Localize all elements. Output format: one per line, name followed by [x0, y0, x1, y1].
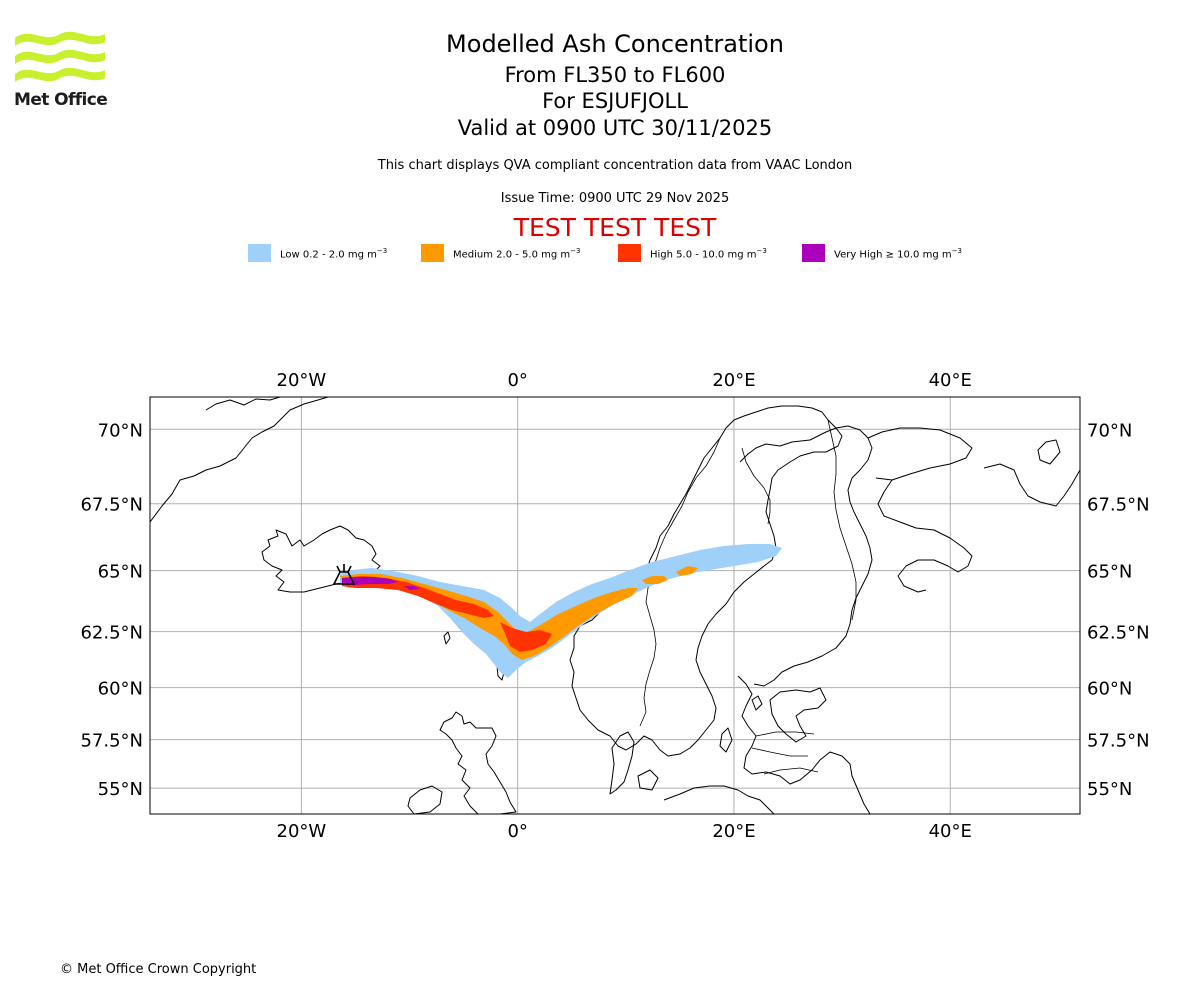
map-graticule [150, 397, 1080, 814]
legend-label-high: High 5.0 - 10.0 mg m [650, 249, 757, 261]
lat-tick-label-right-0: 70°N [1087, 420, 1132, 441]
test-banner: TEST TEST TEST [513, 213, 717, 242]
lat-tick-label-right-1: 67.5°N [1087, 495, 1150, 516]
lat-tick-label-right-2: 65°N [1087, 562, 1132, 583]
lon-tick-label-bottom-0: 20°W [277, 821, 327, 842]
legend-unit-medium: −3 [570, 247, 581, 255]
lat-tick-label-left-6: 55°N [98, 779, 143, 800]
legend-unit-high: −3 [756, 247, 767, 255]
coastline-gotland [719, 727, 733, 753]
coastline-scandinavia [569, 405, 843, 757]
legend-unit-very-high: −3 [951, 247, 962, 255]
coastline-kola [867, 427, 973, 593]
lat-tick-label-left-0: 70°N [98, 420, 143, 441]
border-sweden-finland [741, 447, 771, 525]
coastline-denmark [609, 731, 635, 795]
coastline-greenland [150, 397, 329, 523]
coastline-faroe [443, 631, 451, 645]
coastline-greenland-north [205, 397, 281, 411]
legend-unit-low: −3 [376, 247, 388, 255]
legend-label-medium: Medium 2.0 - 5.0 mg m [453, 249, 571, 261]
border-finland-russia [827, 419, 857, 621]
legend-swatch-very-high [802, 244, 825, 262]
legend-swatch-low [248, 244, 271, 262]
valid-time: Valid at 0900 UTC 30/11/2025 [457, 116, 773, 140]
lat-tick-label-left-5: 57.5°N [80, 731, 143, 752]
border-baltic-states [751, 731, 819, 775]
lon-tick-label-bottom-2: 20°E [712, 821, 755, 842]
map-frame [149, 396, 1081, 815]
ash-low-region [340, 544, 782, 678]
coastline-arctic-russia [983, 463, 1080, 507]
lon-tick-label-bottom-1: 0° [507, 821, 527, 842]
coastline-baltic-poland [663, 785, 775, 814]
legend-swatch-medium [421, 244, 444, 262]
flight-level-range: From FL350 to FL600 [504, 63, 726, 87]
lon-tick-label-bottom-3: 40°E [929, 821, 972, 842]
met-office-wave-logo-icon [15, 31, 105, 82]
coastline-finland-russia [739, 425, 873, 687]
ash-very-high-region [342, 577, 420, 590]
logo-text: Met Office [14, 90, 108, 110]
lat-tick-label-left-2: 65°N [98, 562, 143, 583]
lat-tick-label-left-3: 62.5°N [80, 623, 143, 644]
legend-label-low: Low 0.2 - 2.0 mg m [280, 249, 377, 261]
lon-tick-label-top-0: 20°W [277, 370, 327, 391]
lon-tick-label-top-3: 40°E [929, 370, 972, 391]
coastline-iceland [261, 525, 381, 593]
lat-tick-label-right-6: 55°N [1087, 779, 1132, 800]
coastline-zealand [637, 769, 659, 791]
lon-tick-label-top-1: 0° [507, 370, 527, 391]
legend-swatch-high [618, 244, 641, 262]
legend-label-very-high: Very High ≥ 10.0 mg m [834, 249, 952, 261]
lat-tick-label-right-5: 57.5°N [1087, 731, 1150, 752]
lat-tick-label-left-4: 60°N [98, 679, 143, 700]
lat-tick-label-right-4: 60°N [1087, 679, 1132, 700]
coastline-aland [751, 695, 763, 711]
coastline-kolguev [1037, 439, 1061, 465]
coastline-baltic-south [737, 675, 871, 814]
met-office-logo: Met Office [14, 28, 110, 112]
lon-tick-label-top-2: 20°E [712, 370, 755, 391]
lat-tick-label-left-1: 67.5°N [80, 495, 143, 516]
axis-tick-labels: 20°W 20°W 0° 0° 20°E 20°E 40°E 40°E 70°N 70°N 67.5… [80, 370, 1149, 842]
coastline-britain [439, 711, 517, 814]
volcano-name: For ESJUFJOLL [542, 89, 688, 113]
coastline-baltic-east [769, 687, 827, 743]
ash-medium-patch-east [642, 566, 698, 584]
volcano-icon [332, 564, 356, 585]
chart-title: Modelled Ash Concentration [446, 30, 784, 58]
coastline-ireland [407, 785, 443, 814]
copyright-notice: © Met Office Crown Copyright [60, 962, 257, 977]
coastlines [150, 397, 1080, 814]
ash-plume [340, 544, 782, 678]
lat-tick-label-right-3: 62.5°N [1087, 623, 1150, 644]
compliance-note: This chart displays QVA compliant concen… [377, 158, 853, 173]
issue-time: Issue Time: 0900 UTC 29 Nov 2025 [500, 191, 730, 206]
